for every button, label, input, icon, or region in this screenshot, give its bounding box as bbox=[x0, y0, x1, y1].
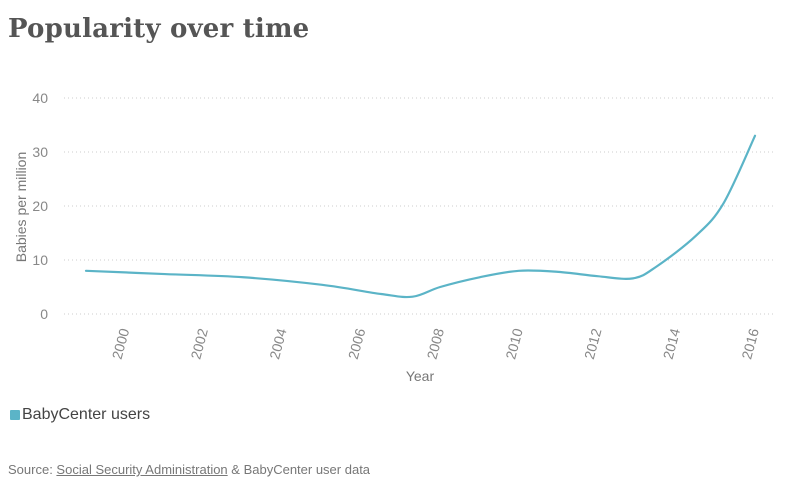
x-tick-label: 2000 bbox=[109, 326, 133, 360]
x-tick-label: 2004 bbox=[266, 326, 290, 360]
chart-title: Popularity over time bbox=[8, 14, 310, 44]
source-note: Source: Social Security Administration &… bbox=[8, 462, 370, 477]
legend[interactable]: BabyCenter users bbox=[10, 406, 150, 424]
x-tick-label: 2014 bbox=[660, 326, 684, 360]
x-tick-label: 2006 bbox=[345, 326, 369, 360]
y-axis-label: Babies per million bbox=[13, 152, 29, 263]
x-tick-labels: 2000 2002 2004 2006 2008 2010 2012 2014 2016 bbox=[109, 326, 762, 360]
source-suffix: & BabyCenter user data bbox=[227, 462, 371, 477]
legend-swatch bbox=[10, 410, 20, 420]
y-tick-label: 30 bbox=[32, 144, 48, 160]
x-tick-label: 2008 bbox=[424, 326, 448, 360]
y-tick-label: 20 bbox=[32, 198, 48, 214]
x-tick-label: 2010 bbox=[502, 326, 526, 360]
series-line bbox=[84, 134, 757, 299]
y-tick-label: 10 bbox=[32, 252, 48, 268]
x-tick-label: 2012 bbox=[581, 326, 605, 360]
y-tick-label: 40 bbox=[32, 90, 48, 106]
x-axis-label: Year bbox=[406, 368, 435, 384]
x-tick-label: 2016 bbox=[738, 326, 762, 360]
series-lines bbox=[84, 134, 757, 299]
source-link[interactable]: Social Security Administration bbox=[56, 462, 228, 477]
y-tick-labels: 0 10 20 30 40 bbox=[32, 90, 48, 322]
x-tick-label: 2002 bbox=[187, 326, 211, 360]
y-tick-label: 0 bbox=[40, 306, 48, 322]
gridlines bbox=[64, 97, 775, 315]
legend-label: BabyCenter users bbox=[22, 406, 151, 423]
source-prefix: Source: bbox=[8, 462, 57, 477]
